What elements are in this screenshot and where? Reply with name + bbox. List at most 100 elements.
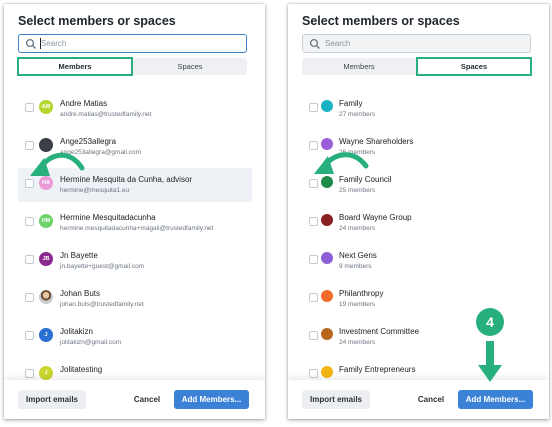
dialog-footer: Import emails Cancel Add Members... bbox=[4, 380, 265, 419]
space-row[interactable]: Investment Committee 24 members bbox=[302, 320, 536, 354]
space-name: Philanthropy bbox=[339, 289, 384, 298]
space-checkbox[interactable] bbox=[309, 369, 318, 378]
space-row[interactable]: Family Council 25 members bbox=[302, 168, 536, 202]
tab-members[interactable]: Members bbox=[343, 62, 375, 71]
spaces-list: Family 27 members Wayne Shareholders 26 mem… bbox=[288, 92, 549, 380]
member-row[interactable]: HA Hermine Mesquita da Cunha, advisor herm… bbox=[18, 168, 252, 202]
space-color-dot bbox=[321, 138, 333, 150]
search-box[interactable] bbox=[302, 34, 531, 53]
avatar: HA bbox=[39, 176, 53, 190]
members-list: AM Andre Matias andre.matias@trustedfamily… bbox=[4, 92, 265, 380]
space-row[interactable]: Philanthropy 19 members bbox=[302, 282, 536, 316]
member-name: Andre Matias bbox=[60, 99, 108, 108]
space-name: Board Wayne Group bbox=[339, 213, 412, 222]
avatar: HM bbox=[39, 214, 53, 228]
member-checkbox[interactable] bbox=[25, 179, 34, 188]
space-color-dot bbox=[321, 176, 333, 188]
search-input[interactable] bbox=[41, 37, 241, 50]
dialog-title: Select members or spaces bbox=[302, 14, 460, 28]
space-row[interactable]: Wayne Shareholders 26 members bbox=[302, 130, 536, 164]
space-checkbox[interactable] bbox=[309, 255, 318, 264]
member-row[interactable]: HM Hermine Mesquitadacunha hermine.mesquit… bbox=[18, 206, 252, 240]
tab-spaces[interactable]: Spaces bbox=[177, 62, 203, 71]
avatar bbox=[39, 138, 53, 152]
member-name: Hermine Mesquita da Cunha, advisor bbox=[60, 175, 193, 184]
member-row[interactable]: Johan Buts johan.buts@trustedfamily.net bbox=[18, 282, 252, 316]
member-email: andre.matias@trustedfamily.net bbox=[60, 111, 152, 118]
avatar: AM bbox=[39, 100, 53, 114]
tab-members[interactable]: Members bbox=[17, 57, 133, 76]
tab-spaces[interactable]: Spaces bbox=[416, 57, 532, 76]
tab-bar: Members Spaces bbox=[17, 57, 247, 76]
member-name: Jolitatesting bbox=[60, 365, 103, 374]
member-email: johan.buts@trustedfamily.net bbox=[60, 301, 144, 308]
space-color-dot bbox=[321, 214, 333, 226]
member-checkbox[interactable] bbox=[25, 103, 34, 112]
search-icon bbox=[309, 38, 320, 49]
avatar bbox=[39, 290, 53, 304]
space-name: Wayne Shareholders bbox=[339, 137, 414, 146]
members-dialog: Select members or spaces Members Spaces … bbox=[4, 4, 265, 419]
space-row[interactable]: Next Gens 9 members bbox=[302, 244, 536, 278]
member-name: Johan Buts bbox=[60, 289, 101, 298]
space-color-dot bbox=[321, 252, 333, 264]
import-emails-button[interactable]: Import emails bbox=[18, 390, 86, 409]
member-row[interactable]: J Jolitatesting bbox=[18, 358, 252, 380]
cancel-button[interactable]: Cancel bbox=[133, 395, 161, 404]
space-member-count: 24 members bbox=[339, 225, 376, 232]
member-checkbox[interactable] bbox=[25, 331, 34, 340]
space-color-dot bbox=[321, 366, 333, 378]
space-member-count: 24 members bbox=[339, 339, 376, 346]
member-checkbox[interactable] bbox=[25, 217, 34, 226]
add-members-button[interactable]: Add Members... bbox=[174, 390, 249, 409]
import-emails-button[interactable]: Import emails bbox=[302, 390, 370, 409]
space-color-dot bbox=[321, 290, 333, 302]
space-member-count: 25 members bbox=[339, 187, 376, 194]
space-checkbox[interactable] bbox=[309, 293, 318, 302]
member-email: jn.bayette+guest@gmail.com bbox=[60, 263, 145, 270]
space-member-count: 27 members bbox=[339, 111, 376, 118]
add-members-button[interactable]: Add Members... bbox=[458, 390, 533, 409]
member-checkbox[interactable] bbox=[25, 293, 34, 302]
space-checkbox[interactable] bbox=[309, 179, 318, 188]
member-name: Hermine Mesquitadacunha bbox=[60, 213, 156, 222]
avatar: J bbox=[39, 366, 53, 380]
space-checkbox[interactable] bbox=[309, 331, 318, 340]
space-member-count: 9 members bbox=[339, 263, 372, 270]
member-name: Ange253allegra bbox=[60, 137, 117, 146]
dialog-title: Select members or spaces bbox=[18, 14, 176, 28]
member-email: hermine@mesquita1.eu bbox=[60, 187, 130, 194]
member-checkbox[interactable] bbox=[25, 369, 34, 378]
dialog-footer: Import emails Cancel Add Members... bbox=[288, 380, 549, 419]
member-email: hermine.mesquitadacunha+magali@trustedfa… bbox=[60, 225, 214, 232]
space-member-count: 19 members bbox=[339, 301, 376, 308]
member-row[interactable]: Ange253allegra ange253allegra@gmail.com bbox=[18, 130, 252, 164]
tab-bar: Members Spaces bbox=[302, 57, 532, 76]
member-row[interactable]: J Jolitakizn jolitakizn@gmail.com bbox=[18, 320, 252, 354]
space-row[interactable]: Family Entrepreneurs bbox=[302, 358, 536, 380]
search-icon bbox=[25, 38, 36, 49]
member-checkbox[interactable] bbox=[25, 255, 34, 264]
member-checkbox[interactable] bbox=[25, 141, 34, 150]
cancel-button[interactable]: Cancel bbox=[417, 395, 445, 404]
space-checkbox[interactable] bbox=[309, 141, 318, 150]
search-box[interactable] bbox=[18, 34, 247, 53]
space-row[interactable]: Family 27 members bbox=[302, 92, 536, 126]
space-member-count: 26 members bbox=[339, 149, 376, 156]
member-name: Jolitakizn bbox=[60, 327, 93, 336]
space-name: Investment Committee bbox=[339, 327, 420, 336]
space-color-dot bbox=[321, 100, 333, 112]
member-row[interactable]: JB Jn Bayette jn.bayette+guest@gmail.com bbox=[18, 244, 252, 278]
space-name: Family bbox=[339, 99, 363, 108]
spaces-dialog: Select members or spaces Members Spaces … bbox=[288, 4, 549, 419]
space-checkbox[interactable] bbox=[309, 217, 318, 226]
space-row[interactable]: Board Wayne Group 24 members bbox=[302, 206, 536, 240]
member-name: Jn Bayette bbox=[60, 251, 98, 260]
avatar: JB bbox=[39, 252, 53, 266]
member-row[interactable]: AM Andre Matias andre.matias@trustedfamily… bbox=[18, 92, 252, 126]
text-caret bbox=[40, 38, 41, 49]
space-checkbox[interactable] bbox=[309, 103, 318, 112]
search-input[interactable] bbox=[325, 37, 525, 50]
avatar: J bbox=[39, 328, 53, 342]
space-name: Family Council bbox=[339, 175, 392, 184]
